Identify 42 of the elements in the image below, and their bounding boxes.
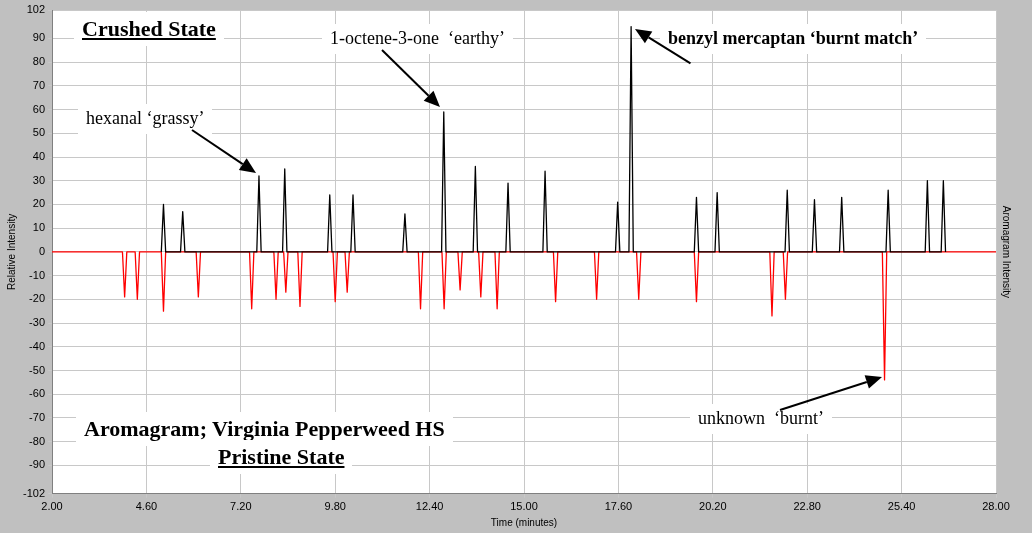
x-tick-label: 9.80	[324, 500, 346, 513]
x-tick-label: 25.40	[887, 500, 916, 513]
y-tick-label: 90	[32, 31, 46, 44]
annotation: unknown ‘burnt’	[698, 408, 824, 428]
x-tick-label: 12.40	[415, 500, 444, 513]
x-tick-label: 28.00	[982, 500, 1010, 513]
x-tick-label: 15.00	[510, 500, 538, 513]
y-tick-label: 50	[32, 126, 46, 139]
y-tick-label: -102	[22, 486, 46, 499]
y-tick-label: -10	[29, 268, 46, 281]
y-tick-label: 10	[32, 221, 46, 234]
annotation: Crushed State	[82, 16, 216, 41]
y-tick-label: 0	[38, 244, 46, 257]
y2-axis-title: Aromagram Intensity	[1001, 205, 1013, 299]
y-tick-label: 60	[32, 102, 46, 115]
annotation: 1-octene-3-one ‘earthy’	[330, 28, 505, 48]
y-tick-label: -30	[29, 316, 46, 329]
x-axis-title: Time (minutes)	[490, 516, 558, 528]
annotation: benzyl mercaptan ‘burnt match’	[668, 28, 919, 48]
y-tick-label: -20	[29, 292, 46, 305]
annotation: Pristine State	[218, 444, 345, 469]
y-tick-label: -50	[29, 363, 46, 376]
x-tick-label: 22.80	[793, 500, 821, 513]
x-tick-label: 4.60	[135, 500, 158, 513]
y-tick-label: 102	[26, 3, 46, 16]
annotation: hexanal ‘grassy’	[86, 108, 205, 128]
x-tick-label: 2.00	[41, 500, 63, 513]
y-axis-title: Relative Intensity	[5, 213, 17, 290]
x-tick-label: 17.60	[604, 500, 633, 513]
y-tick-label: -80	[29, 434, 46, 447]
x-tick-label: 7.20	[230, 500, 252, 513]
y-tick-label: -90	[29, 458, 46, 471]
text: Aromagram; Virginia Pepperweed HS	[84, 416, 445, 441]
y-tick-label: -70	[29, 410, 46, 423]
y-tick-label: 70	[32, 78, 46, 91]
x-tick-label: 20.20	[699, 500, 727, 513]
y-tick-label: 30	[32, 173, 46, 186]
y-tick-label: -60	[29, 387, 46, 400]
y-tick-label: -40	[29, 339, 46, 352]
y-tick-label: 80	[32, 55, 46, 68]
y-tick-label: 40	[32, 150, 46, 163]
y-tick-label: 20	[32, 197, 46, 210]
